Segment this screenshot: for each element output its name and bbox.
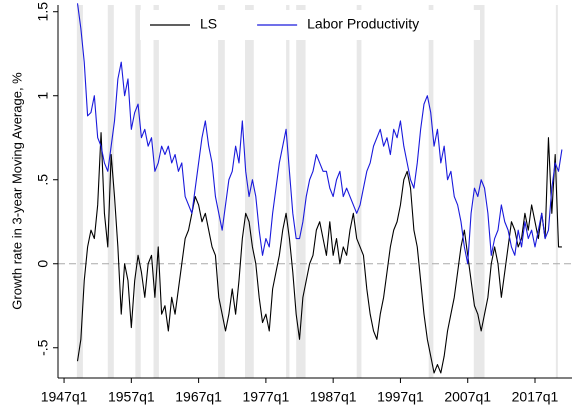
x-tick-label: 1967q1 [175,389,222,405]
series-line [76,3,563,265]
shaded-period [218,5,225,378]
shaded-period [135,5,141,378]
y-tick-label: 0 [35,260,51,268]
shaded-period [153,5,159,378]
y-tick-label: 1.5 [35,2,51,22]
shaded-period [296,5,306,378]
x-tick-label: 2007q1 [444,389,491,405]
legend-box [140,10,480,40]
shaded-period [245,5,254,378]
legend-label: Labor Productivity [307,16,419,32]
x-tick-label: 2017q1 [512,389,559,405]
x-tick-label: 1997q1 [377,389,424,405]
y-tick-label: 1 [35,92,51,100]
y-tick-label: -.5 [35,339,51,356]
series-line [76,132,562,374]
x-tick-label: 1977q1 [243,389,290,405]
y-tick-label: .5 [35,174,51,186]
shaded-period [76,5,83,378]
x-tick-label: 1987q1 [310,389,357,405]
x-tick-label: 1947q1 [41,389,88,405]
shaded-period [286,5,290,378]
shaded-period [356,5,362,378]
y-axis-title: Growth rate in 3-year Moving Average, % [9,72,24,310]
shaded-period [428,5,434,378]
shaded-period [107,5,114,378]
x-tick-label: 1957q1 [108,389,155,405]
legend-label: LS [200,16,217,32]
